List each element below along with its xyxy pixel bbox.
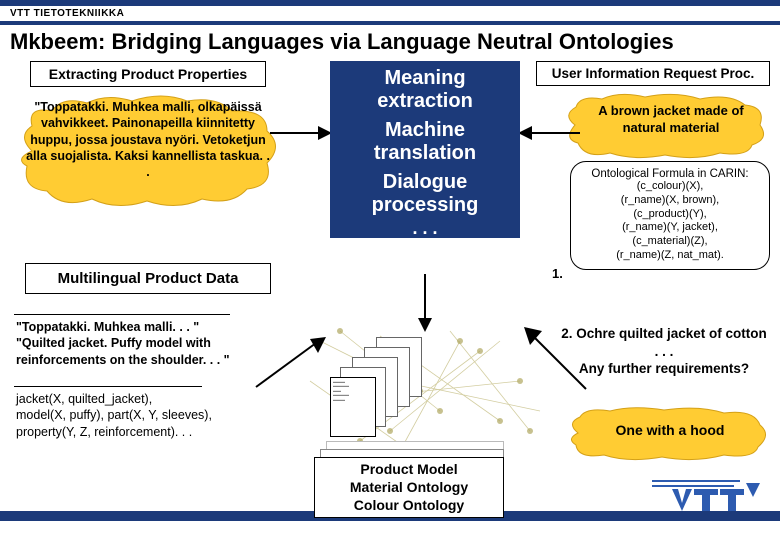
ontology-line-2: Material Ontology: [319, 478, 499, 496]
finnish-source-text: "Toppatakki. Muhkea malli, olkapäissä va…: [18, 99, 278, 180]
extract-properties-box: Extracting Product Properties: [30, 61, 266, 87]
ontology-line-3: Colour Ontology: [319, 496, 499, 514]
carin-body: (c_colour)(X), (r_name)(X, brown), (c_pr…: [579, 180, 761, 263]
bilingual-quotes: "Toppatakki. Muhkea malli. . . " "Quilte…: [16, 319, 286, 368]
arrow-upright-icon: [252, 331, 332, 391]
multilingual-data-box: Multilingual Product Data: [25, 263, 271, 294]
carin-title: Ontological Formula in CARIN:: [579, 168, 761, 180]
machine-translation-label: Machine translation: [336, 119, 514, 165]
ontology-labels: Product Model Material Ontology Colour O…: [314, 457, 504, 518]
diagram-stage: Extracting Product Properties "Toppatakk…: [0, 61, 780, 521]
dialogue-processing-label: Dialogue processing: [336, 171, 514, 217]
arrow-right-icon: [270, 121, 334, 145]
arrow-upleft-icon: [520, 323, 590, 393]
result-1-label: 1.: [552, 266, 563, 283]
page-title: Mkbeem: Bridging Languages via Language …: [0, 25, 780, 61]
meaning-extraction-label: Meaning extraction: [336, 67, 514, 113]
divider-1: [14, 314, 230, 315]
logic-formula: jacket(X, quilted_jacket), model(X, puff…: [16, 391, 286, 440]
hood-text: One with a hood: [590, 421, 750, 439]
center-processes-box: Meaning extraction Machine translation D…: [330, 61, 520, 238]
divider-2: [14, 386, 202, 387]
vtt-logo: [652, 475, 760, 515]
ontology-line-1: Product Model: [319, 460, 499, 478]
ellipsis-label: . . .: [336, 223, 514, 234]
arrow-down-icon: [410, 274, 440, 334]
org-label: VTT TIETOTEKNIIKKA: [0, 6, 780, 21]
user-request-box: User Information Request Proc.: [536, 61, 770, 86]
arrow-left-icon: [516, 121, 580, 145]
doc-stack: ▬▬▬▬▬▬▬▬▬▬▬▬▬▬▬▬: [330, 337, 430, 447]
carin-callout: Ontological Formula in CARIN: (c_colour)…: [570, 161, 770, 270]
user-query-text: A brown jacket made of natural material: [576, 103, 766, 137]
